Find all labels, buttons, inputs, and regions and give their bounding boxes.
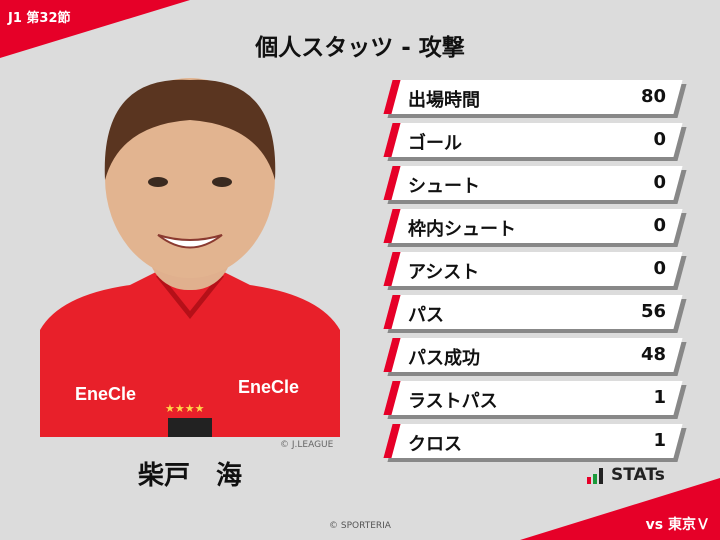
stat-value: 80 <box>640 86 666 107</box>
stat-label: ラストパス <box>408 391 498 412</box>
stat-label: クロス <box>408 434 462 455</box>
corner-banner-bottom <box>520 478 720 540</box>
stat-label: ゴール <box>408 133 462 154</box>
stat-label: パス成功 <box>408 348 480 369</box>
stat-row: 出場時間 80 <box>383 80 688 118</box>
stat-row: パス成功 48 <box>383 338 688 376</box>
svg-text:★★★★: ★★★★ <box>165 402 205 415</box>
stat-label: アシスト <box>408 262 480 283</box>
stats-list: 出場時間 80 ゴール 0 シュート 0 枠内シュート 0 アシスト 0 パス 56 パス成功 48 ラスト… <box>383 80 688 467</box>
stat-value: 0 <box>653 129 666 150</box>
svg-text:EneCle: EneCle <box>238 377 299 397</box>
stat-value: 0 <box>653 172 666 193</box>
stat-value: 48 <box>640 344 666 365</box>
stat-label: 枠内シュート <box>408 219 516 240</box>
stat-row: ラストパス 1 <box>383 381 688 419</box>
stat-label: 出場時間 <box>408 90 480 111</box>
stat-value: 0 <box>653 215 666 236</box>
stat-value: 56 <box>640 301 666 322</box>
player-photo: EneCle EneCle ★★★★ <box>40 70 340 437</box>
photo-credit: © J.LEAGUE <box>280 440 334 450</box>
stat-row: クロス 1 <box>383 424 688 462</box>
stat-value: 0 <box>653 258 666 279</box>
stat-row: アシスト 0 <box>383 252 688 290</box>
stat-row: パス 56 <box>383 295 688 333</box>
copyright: © SPORTERIA <box>329 521 391 531</box>
svg-text:EneCle: EneCle <box>75 384 136 404</box>
stat-row: ゴール 0 <box>383 123 688 161</box>
stat-value: 1 <box>653 387 666 408</box>
stat-row: シュート 0 <box>383 166 688 204</box>
stat-value: 1 <box>653 430 666 451</box>
round-label: J1 第32節 <box>8 11 71 26</box>
opponent-label: vs 東京Ｖ <box>645 517 710 533</box>
stat-row: 枠内シュート 0 <box>383 209 688 247</box>
player-name: 柴戸 海 <box>137 461 242 491</box>
stat-label: パス <box>408 305 444 326</box>
logo-bar-dark <box>599 468 603 484</box>
page-title: 個人スタッツ - 攻撃 <box>255 35 465 61</box>
corner-banner-top <box>0 0 190 58</box>
stat-label: シュート <box>408 176 480 197</box>
